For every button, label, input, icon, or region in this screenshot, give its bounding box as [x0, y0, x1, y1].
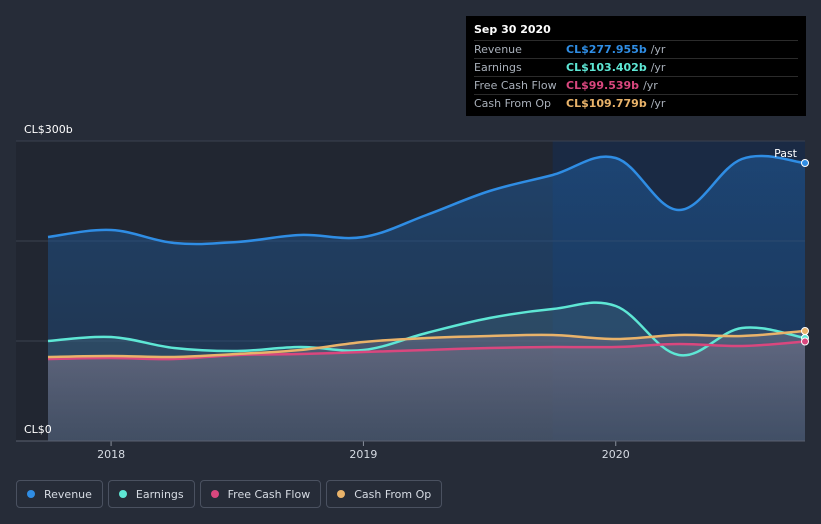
- tooltip-value: CL$277.955b: [566, 43, 647, 56]
- past-label: Past: [774, 147, 798, 160]
- tooltip-row: Earnings CL$103.402b/yr: [474, 58, 798, 76]
- legend-item-cash-from-op[interactable]: Cash From Op: [326, 480, 443, 508]
- series-lines: [47, 154, 806, 361]
- axis-labels: CL$300b CL$0 Past 2018 2019 2020: [16, 123, 805, 461]
- tooltip-row: Free Cash Flow CL$99.539b/yr: [474, 76, 798, 94]
- tooltip-row: Cash From Op CL$109.779b/yr: [474, 94, 798, 112]
- line-earnings: [47, 301, 806, 357]
- endpoint-revenue: [801, 159, 809, 167]
- legend: Revenue Earnings Free Cash Flow Cash From O…: [16, 480, 443, 508]
- tooltip-value: CL$103.402b: [566, 61, 647, 74]
- legend-label: Revenue: [44, 487, 92, 501]
- series-endpoints: [801, 159, 809, 346]
- x-tick-label: 2019: [349, 448, 377, 461]
- legend-dot-icon: [210, 490, 219, 498]
- endpoint-free-cash-flow: [801, 337, 809, 346]
- legend-label: Cash From Op: [354, 487, 432, 501]
- tooltip-date: Sep 30 2020: [474, 23, 551, 36]
- tooltip-rows: Revenue CL$277.955b/yr Earnings CL$103.402b…: [474, 40, 798, 112]
- area-cash-from-op: [48, 331, 805, 441]
- line-cash-from-op: [47, 329, 806, 359]
- legend-item-free-cash-flow[interactable]: Free Cash Flow: [199, 480, 322, 508]
- endpoint-cash-from-op: [801, 327, 809, 335]
- series-areas: [48, 155, 805, 441]
- tooltip-label: Cash From Op: [474, 97, 552, 110]
- tooltip-label: Free Cash Flow: [474, 79, 557, 92]
- tooltip-value: CL$99.539b: [566, 79, 640, 92]
- tooltip-unit: /yr: [650, 97, 666, 110]
- tooltip-unit: /yr: [650, 61, 666, 74]
- y-tick-label-top: CL$300b: [24, 123, 73, 136]
- tooltip-row: Revenue CL$277.955b/yr: [474, 40, 798, 58]
- x-tick-label: 2018: [97, 448, 125, 461]
- tooltip-label: Revenue: [474, 43, 522, 56]
- legend-dot-icon: [118, 490, 127, 498]
- legend-dot-icon: [337, 490, 346, 498]
- legend-label: Free Cash Flow: [227, 487, 311, 501]
- tooltip-label: Earnings: [474, 61, 522, 74]
- line-revenue: [47, 154, 806, 246]
- tooltip-value: CL$109.779b: [566, 97, 647, 110]
- legend-label: Earnings: [135, 487, 184, 501]
- tooltip-unit: /yr: [650, 43, 666, 56]
- legend-dot-icon: [27, 490, 35, 498]
- y-tick-label-bottom: CL$0: [24, 423, 52, 436]
- legend-item-earnings[interactable]: Earnings: [107, 480, 195, 508]
- tooltip-unit: /yr: [643, 79, 658, 92]
- line-free-cash-flow: [47, 340, 806, 361]
- x-tick-label: 2020: [602, 448, 630, 461]
- legend-item-revenue[interactable]: Revenue: [16, 480, 103, 508]
- tooltip: Sep 30 2020 Revenue CL$277.955b/yr Earning…: [466, 16, 806, 116]
